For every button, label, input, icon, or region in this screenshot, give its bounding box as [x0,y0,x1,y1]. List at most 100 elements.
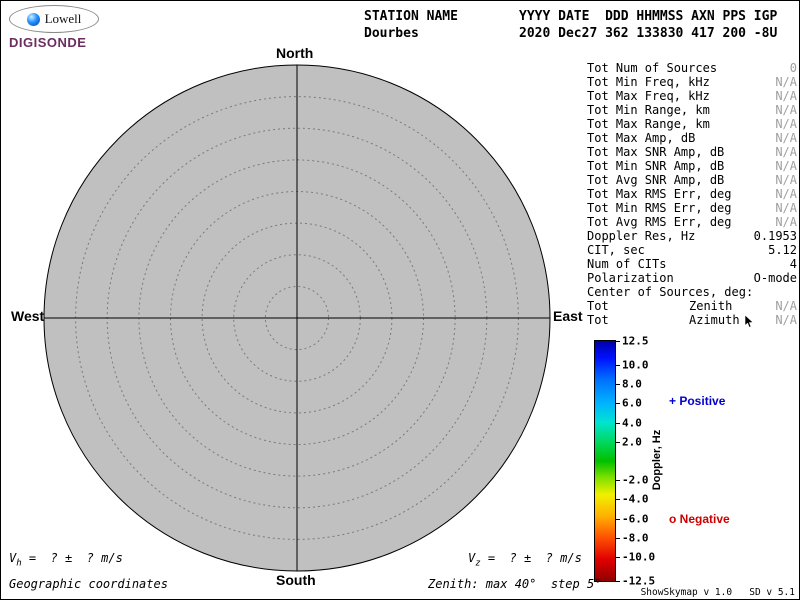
stat-row: Tot Avg SNR Amp, dB N/A [587,173,797,187]
stat-sublabel: Azimuth [689,313,740,327]
colorbar-tick-label: -10.0 [622,550,656,564]
stat-label: Polarization [587,271,674,285]
colorbar-tick-label: 12.5 [622,334,649,348]
lowell-digisonde-logo: Lowell DIGISONDE [9,5,113,50]
stat-value: N/A [775,201,797,215]
coordinates-note: Geographic coordinates [9,577,168,591]
positive-label: Positive [676,394,726,408]
stat-label: Tot Max SNR Amp, dB [587,145,725,159]
colorbar-tick [616,538,620,539]
stat-label: CIT, sec [587,243,645,257]
stat-value: 0 [789,61,797,75]
stat-row: Tot Num of Sources 0 [587,61,797,75]
version-label: ShowSkymap v 1.0 SD v 5.1 [640,587,795,598]
stat-value: N/A [775,103,797,117]
colorbar-tick-label: -4.0 [622,492,649,506]
colorbar-tick-label: -8.0 [622,531,649,545]
stat-label: Tot Num of Sources [587,61,718,75]
stat-row: Tot Max RMS Err, deg N/A [587,187,797,201]
colorbar-gradient [594,340,616,582]
stat-value: N/A [775,187,797,201]
stat-row: Tot Min Freq, kHz N/A [587,75,797,89]
stat-value: N/A [775,131,797,145]
colorbar-tick-label: 10.0 [622,358,649,372]
stat-row: Num of CITs 4 [587,257,797,271]
stat-row: Polarization O-mode [587,271,797,285]
skymap-polar-plot [43,64,551,572]
stat-label: Tot [587,299,609,313]
positive-legend: + Positive [669,394,725,408]
colorbar-tick [616,442,620,443]
stat-row: Tot Avg RMS Err, deg N/A [587,215,797,229]
stat-row: Tot Min Range, km N/A [587,103,797,117]
stat-value: N/A [775,75,797,89]
positive-marker-icon: + [669,394,677,408]
colorbar-tick-label: -12.5 [622,574,656,588]
negative-marker-icon: o [669,512,677,526]
compass-west-label: West [11,308,45,324]
stat-value: N/A [775,145,797,159]
stat-label: Tot Max Amp, dB [587,131,696,145]
colorbar-tick [616,499,620,500]
stat-row: Tot Min SNR Amp, dB N/A [587,159,797,173]
stat-label: Tot Min RMS Err, deg [587,201,732,215]
stat-label: Tot Min Freq, kHz [587,75,710,89]
stat-row: CIT, sec 5.12 [587,243,797,257]
colorbar-tick [616,480,620,481]
stat-value: 4 [789,257,797,271]
stat-label: Tot Max Freq, kHz [587,89,710,103]
colorbar-tick [616,365,620,366]
colorbar-tick [616,341,620,342]
header-columns: YYYY DATE DDD HHMMSS AXN PPS IGP [519,9,778,24]
stat-sublabel: Zenith [689,299,733,313]
compass-south-label: South [276,572,316,588]
colorbar-tick-label: 4.0 [622,416,642,430]
header-values: 2020 Dec27 362 133830 417 200 -8U [519,26,778,41]
colorbar-tick [616,519,620,520]
globe-icon [26,12,40,26]
stat-value: N/A [775,173,797,187]
stat-value: N/A [775,299,797,313]
colorbar-tick [616,384,620,385]
stat-value: N/A [775,215,797,229]
colorbar-tick [616,581,620,582]
stat-value: O-mode [753,271,797,285]
station-name-label: STATION NAME [364,9,458,24]
mouse-cursor [745,315,754,328]
stat-row: Tot Max Freq, kHz N/A [587,89,797,103]
stat-label: Tot [587,313,609,327]
doppler-colorbar: 12.5 10.0 8.0 6.0 4.0 2.0 -2.0 -4.0 -6.0… [594,335,684,588]
stat-label: Tot Min Range, km [587,103,710,117]
digisonde-wordmark: DIGISONDE [9,35,87,50]
colorbar-tick-label: 6.0 [622,396,642,410]
colorbar-tick [616,423,620,424]
station-name-value: Dourbes [364,26,419,41]
negative-legend: o Negative [669,512,730,526]
stat-label: Tot Max RMS Err, deg [587,187,732,201]
stat-row: Tot Zenith N/A [587,299,797,313]
stat-label: Tot Max Range, km [587,117,710,131]
stat-label: Num of CITs [587,257,667,271]
compass-east-label: East [553,308,583,324]
colorbar-tick [616,403,620,404]
stat-label: Tot Min SNR Amp, dB [587,159,725,173]
stat-value: N/A [775,89,797,103]
horizontal-velocity-readout: Vh = ? ± ? m/s [9,551,123,569]
zenith-scale-note: Zenith: max 40° step 5° [428,577,602,591]
stat-label: Tot Avg SNR Amp, dB [587,173,725,187]
stat-row: Tot Max Amp, dB N/A [587,131,797,145]
lowell-wordmark: Lowell [44,11,82,26]
stat-value: 5.12 [768,243,797,257]
stat-value: 0.1953 [753,229,797,243]
stat-label: Tot Avg RMS Err, deg [587,215,732,229]
stat-row: Tot Max SNR Amp, dB N/A [587,145,797,159]
colorbar-tick-label: 8.0 [622,377,642,391]
stat-row: Tot Max Range, km N/A [587,117,797,131]
stat-value: N/A [775,313,797,327]
stat-row: Tot Azimuth N/A [587,313,797,327]
colorbar-tick [616,557,620,558]
center-of-sources-header: Center of Sources, deg: [587,285,754,299]
negative-label: Negative [676,512,730,526]
stat-row: Tot Min RMS Err, deg N/A [587,201,797,215]
